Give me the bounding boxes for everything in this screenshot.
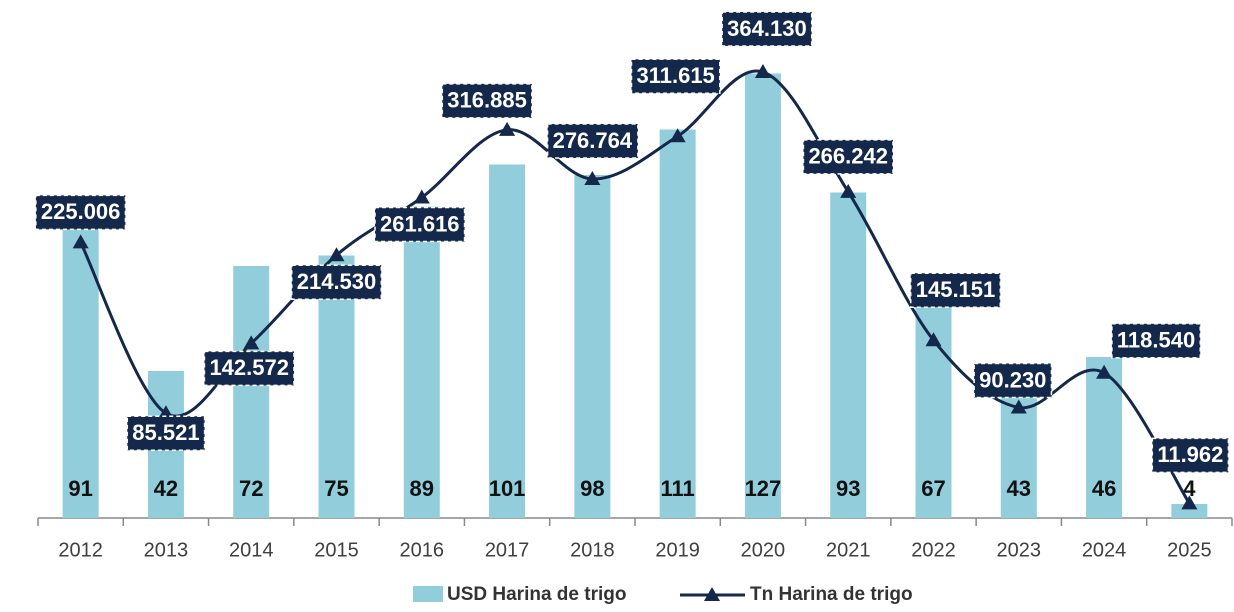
line-label-group: 214.530 [292, 265, 382, 299]
line-label-group: 145.151 [911, 273, 1001, 307]
x-tick-label: 2025 [1167, 539, 1212, 561]
bar [745, 74, 781, 519]
line-label-group: 118.540 [1112, 324, 1200, 358]
x-tick-label: 2017 [485, 539, 530, 561]
line-label: 316.885 [447, 88, 527, 113]
line-label: 225.006 [41, 199, 121, 224]
x-tick-label: 2016 [400, 539, 445, 561]
x-tick-label: 2012 [58, 539, 103, 561]
bar-label: 93 [836, 476, 860, 501]
x-tick-label: 2014 [229, 539, 274, 561]
bar-label: 98 [580, 476, 604, 501]
bar-label: 127 [745, 476, 782, 501]
line-label: 261.616 [380, 211, 460, 236]
x-tick-label: 2013 [144, 539, 189, 561]
bar-label: 42 [154, 476, 178, 501]
x-tick-label: 2019 [655, 539, 700, 561]
line-label: 364.130 [727, 16, 807, 41]
bar [574, 175, 610, 518]
legend-swatch [413, 586, 443, 602]
bar-label: 101 [489, 476, 526, 501]
line-label: 118.540 [1117, 328, 1195, 353]
bar-label: 72 [239, 476, 263, 501]
line-label-group: 311.615 [631, 59, 719, 93]
line-label-group: 11.962 [1152, 438, 1228, 472]
line-label-group: 225.006 [36, 195, 126, 229]
line-label: 85.521 [132, 420, 199, 445]
bar [489, 165, 525, 519]
bar-label: 43 [1007, 476, 1031, 501]
line-label: 311.615 [636, 63, 714, 88]
bar-label: 111 [661, 476, 695, 501]
line-label: 266.242 [808, 144, 888, 169]
line-label: 214.530 [297, 269, 377, 294]
x-tick-label: 2024 [1082, 539, 1127, 561]
line-label-group: 90.230 [974, 363, 1051, 397]
line-label-group: 276.764 [548, 124, 638, 158]
bar-label: 67 [921, 476, 945, 501]
legend-label: USD Harina de trigo [447, 584, 626, 605]
bar-label: 91 [68, 476, 92, 501]
chart: 2012 2013 2014 2015 2016 2017 2018 2019 2020 2021… [0, 0, 1234, 612]
line-label: 276.764 [553, 128, 633, 153]
x-tick-label: 2015 [314, 539, 359, 561]
x-tick-label: 2018 [570, 539, 615, 561]
line-label: 11.962 [1157, 442, 1223, 467]
line-label: 145.151 [916, 277, 996, 302]
bar-label: 46 [1092, 476, 1116, 501]
bar [660, 130, 696, 519]
line-label-group: 364.130 [722, 12, 812, 46]
line-label-group: 261.616 [375, 208, 465, 242]
line-label: 90.230 [979, 367, 1046, 392]
x-tick-label: 2020 [741, 539, 786, 561]
x-tick-label: 2021 [826, 539, 871, 561]
line-label-group: 142.572 [204, 351, 294, 385]
bar-label: 89 [410, 476, 434, 501]
line-marker [840, 184, 856, 198]
bar-label: 75 [324, 476, 348, 501]
line-label: 142.572 [209, 355, 289, 380]
line-label-group: 316.885 [442, 84, 532, 118]
line-label-group: 266.242 [803, 140, 893, 174]
legend-label: Tn Harina de trigo [750, 584, 913, 605]
bar [404, 207, 440, 519]
x-tick-label: 2022 [911, 539, 956, 561]
bar [830, 193, 866, 519]
x-tick-label: 2023 [997, 539, 1042, 561]
line-label-group: 85.521 [127, 416, 204, 450]
